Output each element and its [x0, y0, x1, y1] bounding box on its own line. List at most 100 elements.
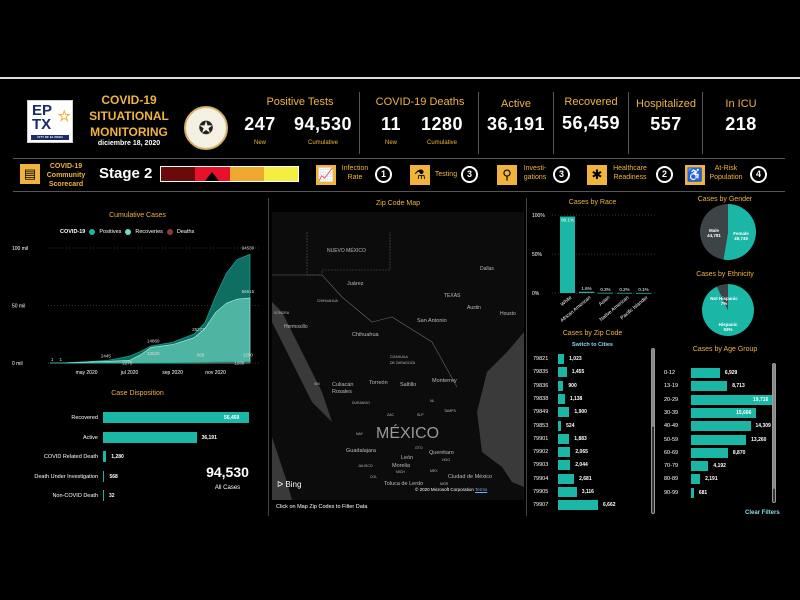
terms-link[interactable]: Terms [475, 487, 488, 492]
top-divider [0, 77, 800, 79]
bar[interactable] [558, 420, 562, 431]
divider [359, 92, 360, 154]
pie-slice-male[interactable] [700, 204, 728, 260]
category-label: 60-69 [664, 449, 679, 456]
bar-value-label: 32 [109, 493, 115, 499]
map-place-label: GTO [415, 446, 423, 450]
age-scrollbar[interactable] [772, 363, 776, 503]
scorecard-item-score: 3 [553, 166, 570, 183]
race-bar[interactable] [560, 216, 575, 293]
bar[interactable] [558, 354, 565, 364]
map-place-label: CHIHUAHUA [317, 299, 338, 303]
bar[interactable] [691, 447, 728, 458]
switch-to-cities-button[interactable]: Switch to Cities [572, 342, 613, 348]
category-label: 79902 [533, 449, 549, 456]
disposition-bar[interactable] [103, 470, 105, 482]
bar-value-label: 8,713 [732, 383, 745, 390]
wheelchair-icon: ♿ [685, 165, 705, 185]
all-cases-label: All Cases [214, 485, 241, 491]
x-tick-label: sep 2020 [162, 370, 183, 376]
bar[interactable] [691, 474, 701, 485]
bar[interactable] [691, 421, 751, 432]
all-cases-total: 94,530 [206, 464, 249, 480]
divider [13, 191, 785, 192]
divider [553, 92, 554, 154]
ethnicity-title: Cases by Ethnicity [696, 271, 754, 278]
logo-text: EPTX [32, 102, 53, 133]
bar[interactable] [691, 368, 720, 378]
bar[interactable] [558, 500, 598, 511]
bar[interactable] [691, 394, 773, 405]
map-place-label: Juárez [347, 281, 364, 287]
category-label: Death Under Investigation [34, 473, 98, 480]
bar-value-label: 56,459 [224, 415, 240, 421]
kpi-cumulative-value: 94,530 [293, 114, 353, 134]
bar[interactable] [691, 381, 728, 392]
bar[interactable] [691, 407, 757, 418]
bar[interactable] [691, 434, 747, 445]
pie-slice-not-hispanic[interactable] [716, 284, 728, 310]
map-place-label: TEXAS [444, 293, 461, 299]
bar[interactable] [691, 461, 709, 472]
scorecard-item-score: 4 [750, 166, 767, 183]
bar-value-label: 2,191 [705, 476, 718, 483]
bing-logo: ᐅ Bing [277, 480, 302, 489]
series-area-recoveries[interactable] [49, 297, 251, 364]
bar[interactable] [558, 393, 565, 404]
bar[interactable] [558, 473, 575, 484]
series-area-deaths[interactable] [50, 361, 251, 364]
x-tick-label: Asian [598, 295, 612, 308]
legend-item[interactable]: Recoveries [135, 229, 163, 235]
scrollbar-thumb[interactable] [773, 364, 775, 489]
bar-value-label: 1.6% [581, 286, 591, 291]
map-place-label: Dallas [480, 266, 494, 272]
divider [628, 92, 629, 154]
map-place-label: Austin [467, 305, 481, 311]
disposition-bar[interactable] [103, 412, 249, 423]
kpi-deaths: COVID-19 Deaths 11 New 1280 Cumulative [362, 96, 478, 146]
title-line: MONITORING [90, 125, 168, 139]
y-tick-label: 0 mil [12, 361, 23, 367]
race-bar[interactable] [617, 292, 632, 294]
bar[interactable] [558, 367, 567, 378]
map-land [272, 212, 524, 500]
disposition-bar[interactable] [103, 431, 197, 443]
slice-value: 7% [721, 301, 728, 306]
divider [478, 92, 479, 154]
bar[interactable] [558, 447, 571, 458]
zip-scrollbar[interactable] [651, 348, 655, 514]
disposition-bar[interactable] [103, 490, 104, 501]
race-bar[interactable] [598, 292, 613, 294]
legend-item[interactable]: Deaths [176, 229, 195, 235]
category-label: 79903 [533, 462, 549, 469]
bar[interactable] [558, 460, 571, 471]
report-date: diciembre 18, 2020 [97, 140, 161, 147]
gauge-segment [161, 167, 196, 181]
map-gulf-california [272, 302, 332, 422]
zip-code-map[interactable]: NUEVO MÉXICO Juárez CHIHUAHUA SONORA Hermosi… [272, 212, 524, 500]
legend-item[interactable]: Positives [99, 229, 122, 235]
bar-value-label: 2,681 [579, 475, 592, 482]
bar[interactable] [558, 433, 570, 444]
pie-slice-female[interactable] [723, 204, 756, 260]
kpi-value: 557 [650, 114, 682, 134]
clear-filters-button[interactable]: Clear Filters [745, 510, 780, 516]
bar[interactable] [558, 380, 564, 391]
map-place-label: COL [370, 475, 377, 479]
race-bar[interactable] [579, 291, 594, 293]
race-bar[interactable] [636, 292, 651, 294]
bar[interactable] [691, 487, 694, 498]
disposition-bar[interactable] [103, 451, 107, 462]
case-disposition-title: Case Disposition [111, 390, 164, 397]
bar-value-label: 1,023 [569, 356, 582, 362]
slice-value: 93% [723, 327, 732, 332]
bar[interactable] [558, 487, 577, 497]
category-label: Recovered [71, 415, 98, 421]
bar[interactable] [558, 407, 570, 418]
magnifier-icon: ⚲ [497, 165, 517, 185]
kpi-value: 56,459 [561, 113, 621, 133]
scrollbar-thumb[interactable] [652, 349, 654, 427]
bar-value-label: 14,309 [755, 423, 771, 430]
